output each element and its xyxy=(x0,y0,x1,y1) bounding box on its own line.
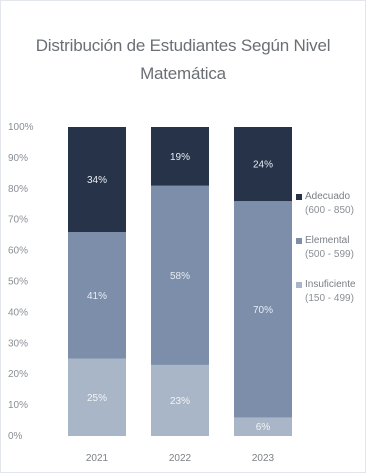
bar-segment-insuficiente-2021 xyxy=(68,358,126,436)
y-tick-label: 90% xyxy=(8,153,28,164)
data-label: 24% xyxy=(253,160,273,171)
bar-segment-adecuado-2022 xyxy=(151,127,209,186)
legend-label-adecuado: Adecuado xyxy=(305,191,351,202)
bar-segment-elemental-2021 xyxy=(68,232,126,359)
legend-label-elemental: Elemental xyxy=(305,235,350,246)
legend-label-insuficiente: Insuficiente xyxy=(305,279,356,290)
data-label: 41% xyxy=(87,291,107,302)
data-label: 19% xyxy=(170,152,190,163)
chart-title-line-1: Distribución de Estudiantes Según Nivel xyxy=(35,36,331,55)
y-tick-label: 100% xyxy=(8,122,34,133)
legend-item-elemental: Elemental (500 - 599) xyxy=(296,234,364,262)
y-tick-label: 70% xyxy=(8,215,28,226)
legend-swatch-insuficiente xyxy=(296,282,302,288)
chart-title: Distribución de Estudiantes Según Nivel … xyxy=(0,32,366,88)
y-tick-label: 40% xyxy=(8,307,28,318)
data-label: 6% xyxy=(256,422,271,433)
bar-segment-adecuado-2021 xyxy=(68,127,126,233)
y-tick-label: 10% xyxy=(8,400,28,411)
bar-segment-elemental-2022 xyxy=(151,185,209,365)
chart-title-line-2: Matemática xyxy=(140,64,226,83)
x-tick-label: 2023 xyxy=(252,453,275,464)
y-axis: 0% 10% 20% 30% 40% 50% 60% 70% 80% 90% 100% xyxy=(8,122,34,442)
legend-swatch-adecuado xyxy=(296,194,302,200)
y-tick-label: 50% xyxy=(8,277,28,288)
legend-item-adecuado: Adecuado (600 - 850) xyxy=(296,190,364,218)
y-tick-label: 80% xyxy=(8,184,28,195)
bar-segment-adecuado-2023 xyxy=(234,127,292,202)
data-label: 34% xyxy=(87,175,107,186)
y-tick-label: 60% xyxy=(8,246,28,257)
x-tick-label: 2021 xyxy=(86,453,109,464)
legend-item-insuficiente: Insuficiente (150 - 499) xyxy=(296,278,364,306)
bar-segment-insuficiente-2022 xyxy=(151,364,209,436)
y-tick-label: 30% xyxy=(8,338,28,349)
data-label: 25% xyxy=(87,393,107,404)
data-label: 58% xyxy=(170,271,190,282)
legend-swatch-elemental xyxy=(296,238,302,244)
x-tick-label: 2022 xyxy=(169,453,192,464)
x-axis-labels: 2021 2022 2023 xyxy=(86,453,275,464)
legend-range-elemental: (500 - 599) xyxy=(305,249,354,260)
legend-range-insuficiente: (150 - 499) xyxy=(305,293,354,304)
y-tick-label: 20% xyxy=(8,369,28,380)
bar-segment-insuficiente-2023 xyxy=(234,417,292,436)
bars-group: 25% 41% 34% 23% 58% 19% 6% 70% 24% xyxy=(68,127,292,436)
bar-segment-elemental-2023 xyxy=(234,201,292,418)
legend-range-adecuado: (600 - 850) xyxy=(305,205,354,216)
data-label: 70% xyxy=(253,305,273,316)
legend: Adecuado (600 - 850) Elemental (500 - 59… xyxy=(296,190,364,322)
y-tick-label: 0% xyxy=(8,431,23,442)
data-label: 23% xyxy=(170,396,190,407)
